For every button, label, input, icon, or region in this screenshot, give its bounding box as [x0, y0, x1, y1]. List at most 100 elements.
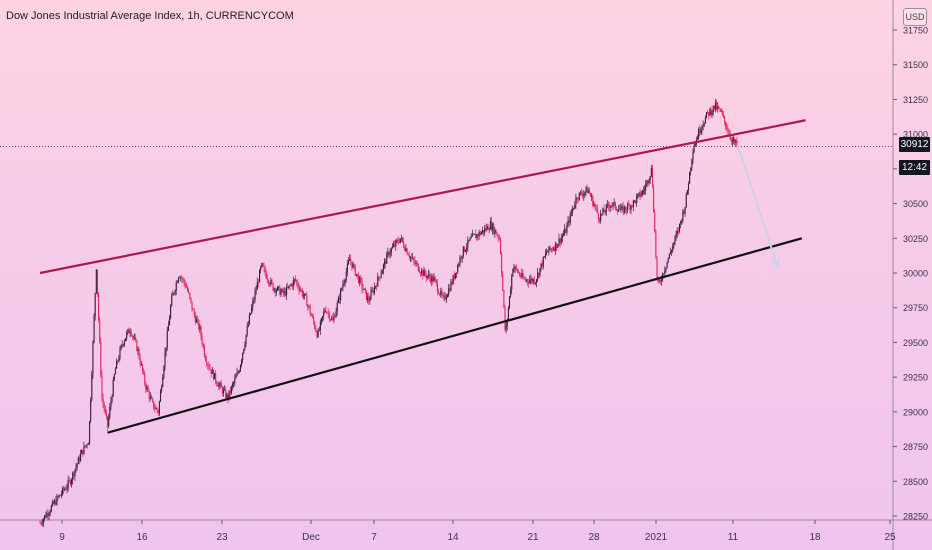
- candle-body: [560, 237, 562, 243]
- candle-body: [351, 261, 353, 268]
- candle-body: [355, 274, 357, 276]
- candle-body: [519, 272, 521, 276]
- candle-body: [719, 108, 721, 112]
- candle-body: [552, 248, 554, 250]
- candle-body: [453, 275, 455, 279]
- candle-body: [295, 279, 297, 281]
- projection-arrow-shaft[interactable]: [737, 146, 779, 267]
- candle-body: [468, 239, 470, 241]
- candle-body: [623, 206, 625, 213]
- candle-body: [183, 279, 185, 284]
- resistance-trendline[interactable]: [39, 119, 806, 275]
- candle-body: [317, 330, 319, 338]
- candle-body: [647, 180, 649, 184]
- candle-body: [296, 280, 298, 283]
- candle-body: [243, 348, 245, 354]
- candle-body: [457, 265, 459, 273]
- candle-body: [520, 275, 522, 277]
- candle-body: [172, 293, 174, 296]
- candle-body: [707, 112, 709, 113]
- candle-body: [197, 319, 199, 321]
- price-tick-label: 31500: [903, 60, 928, 70]
- bar-countdown-tag: 12:42: [899, 160, 930, 175]
- candle-body: [341, 288, 343, 290]
- candle-body: [136, 340, 138, 351]
- candle-body: [370, 291, 372, 300]
- candle-body: [313, 317, 315, 323]
- candle-body: [718, 106, 720, 109]
- currency-button[interactable]: USD: [903, 8, 927, 26]
- candle-body: [546, 252, 548, 254]
- candle-body: [247, 323, 249, 327]
- candle-body: [101, 374, 103, 398]
- candle-body: [81, 450, 83, 455]
- candle-body: [416, 262, 418, 264]
- candle-body: [440, 290, 442, 295]
- candle-body: [179, 277, 181, 279]
- candle-body: [414, 260, 416, 264]
- candle-body: [201, 336, 203, 345]
- candle-body: [694, 143, 696, 147]
- candle-body: [383, 260, 386, 265]
- candle-body: [488, 229, 490, 231]
- candle-body: [727, 129, 729, 133]
- candle-body: [705, 112, 708, 118]
- candle-body: [559, 238, 561, 243]
- candle-body: [288, 285, 290, 288]
- candle-body: [77, 457, 79, 464]
- candle-body: [191, 301, 193, 310]
- candle-body: [193, 310, 195, 316]
- candle-body: [123, 341, 126, 345]
- candle-body: [667, 258, 669, 262]
- candle-body: [494, 229, 496, 234]
- candle-body: [263, 266, 265, 269]
- candle-body: [710, 109, 712, 115]
- price-tick-label: 28250: [903, 512, 928, 522]
- candle-body: [561, 235, 563, 238]
- candle-body: [544, 253, 547, 257]
- candle-body: [156, 408, 158, 411]
- candle-body: [700, 130, 702, 133]
- candle-body: [534, 282, 536, 284]
- candle-body: [532, 279, 534, 282]
- candle-body: [663, 273, 665, 275]
- candle-body: [675, 234, 677, 238]
- candle-body: [458, 264, 460, 266]
- candle-body: [577, 199, 579, 201]
- candle-body: [73, 472, 75, 477]
- candle-body: [553, 248, 556, 251]
- candle-body: [531, 278, 533, 282]
- candle-body: [674, 237, 676, 243]
- candle-body: [469, 237, 471, 241]
- candle-body: [333, 316, 335, 321]
- candle-body: [583, 193, 585, 197]
- candle-body: [68, 479, 70, 481]
- candle-body: [584, 191, 586, 194]
- candle-body: [203, 346, 205, 357]
- candle-body: [145, 383, 147, 390]
- candle-body: [447, 294, 449, 298]
- candle-body: [713, 105, 715, 110]
- candle-body: [642, 190, 645, 192]
- support-trendline[interactable]: [107, 237, 803, 434]
- candle-body: [356, 274, 359, 275]
- candle-body: [472, 233, 475, 235]
- time-tick-label: 21: [527, 532, 539, 543]
- candle-body: [94, 293, 96, 317]
- candle-body: [200, 327, 202, 337]
- candle-body: [204, 356, 207, 361]
- candle-body: [264, 268, 266, 274]
- candle-body: [613, 202, 615, 204]
- candle-body: [311, 315, 314, 318]
- candle-body: [708, 112, 710, 116]
- candle-body: [47, 513, 49, 516]
- candle-body: [259, 270, 261, 283]
- candle-body: [328, 313, 330, 320]
- candle-body: [655, 230, 657, 257]
- candle-body: [557, 244, 559, 248]
- candle-body: [253, 299, 255, 301]
- candle-body: [252, 300, 254, 308]
- candle-body: [166, 331, 168, 348]
